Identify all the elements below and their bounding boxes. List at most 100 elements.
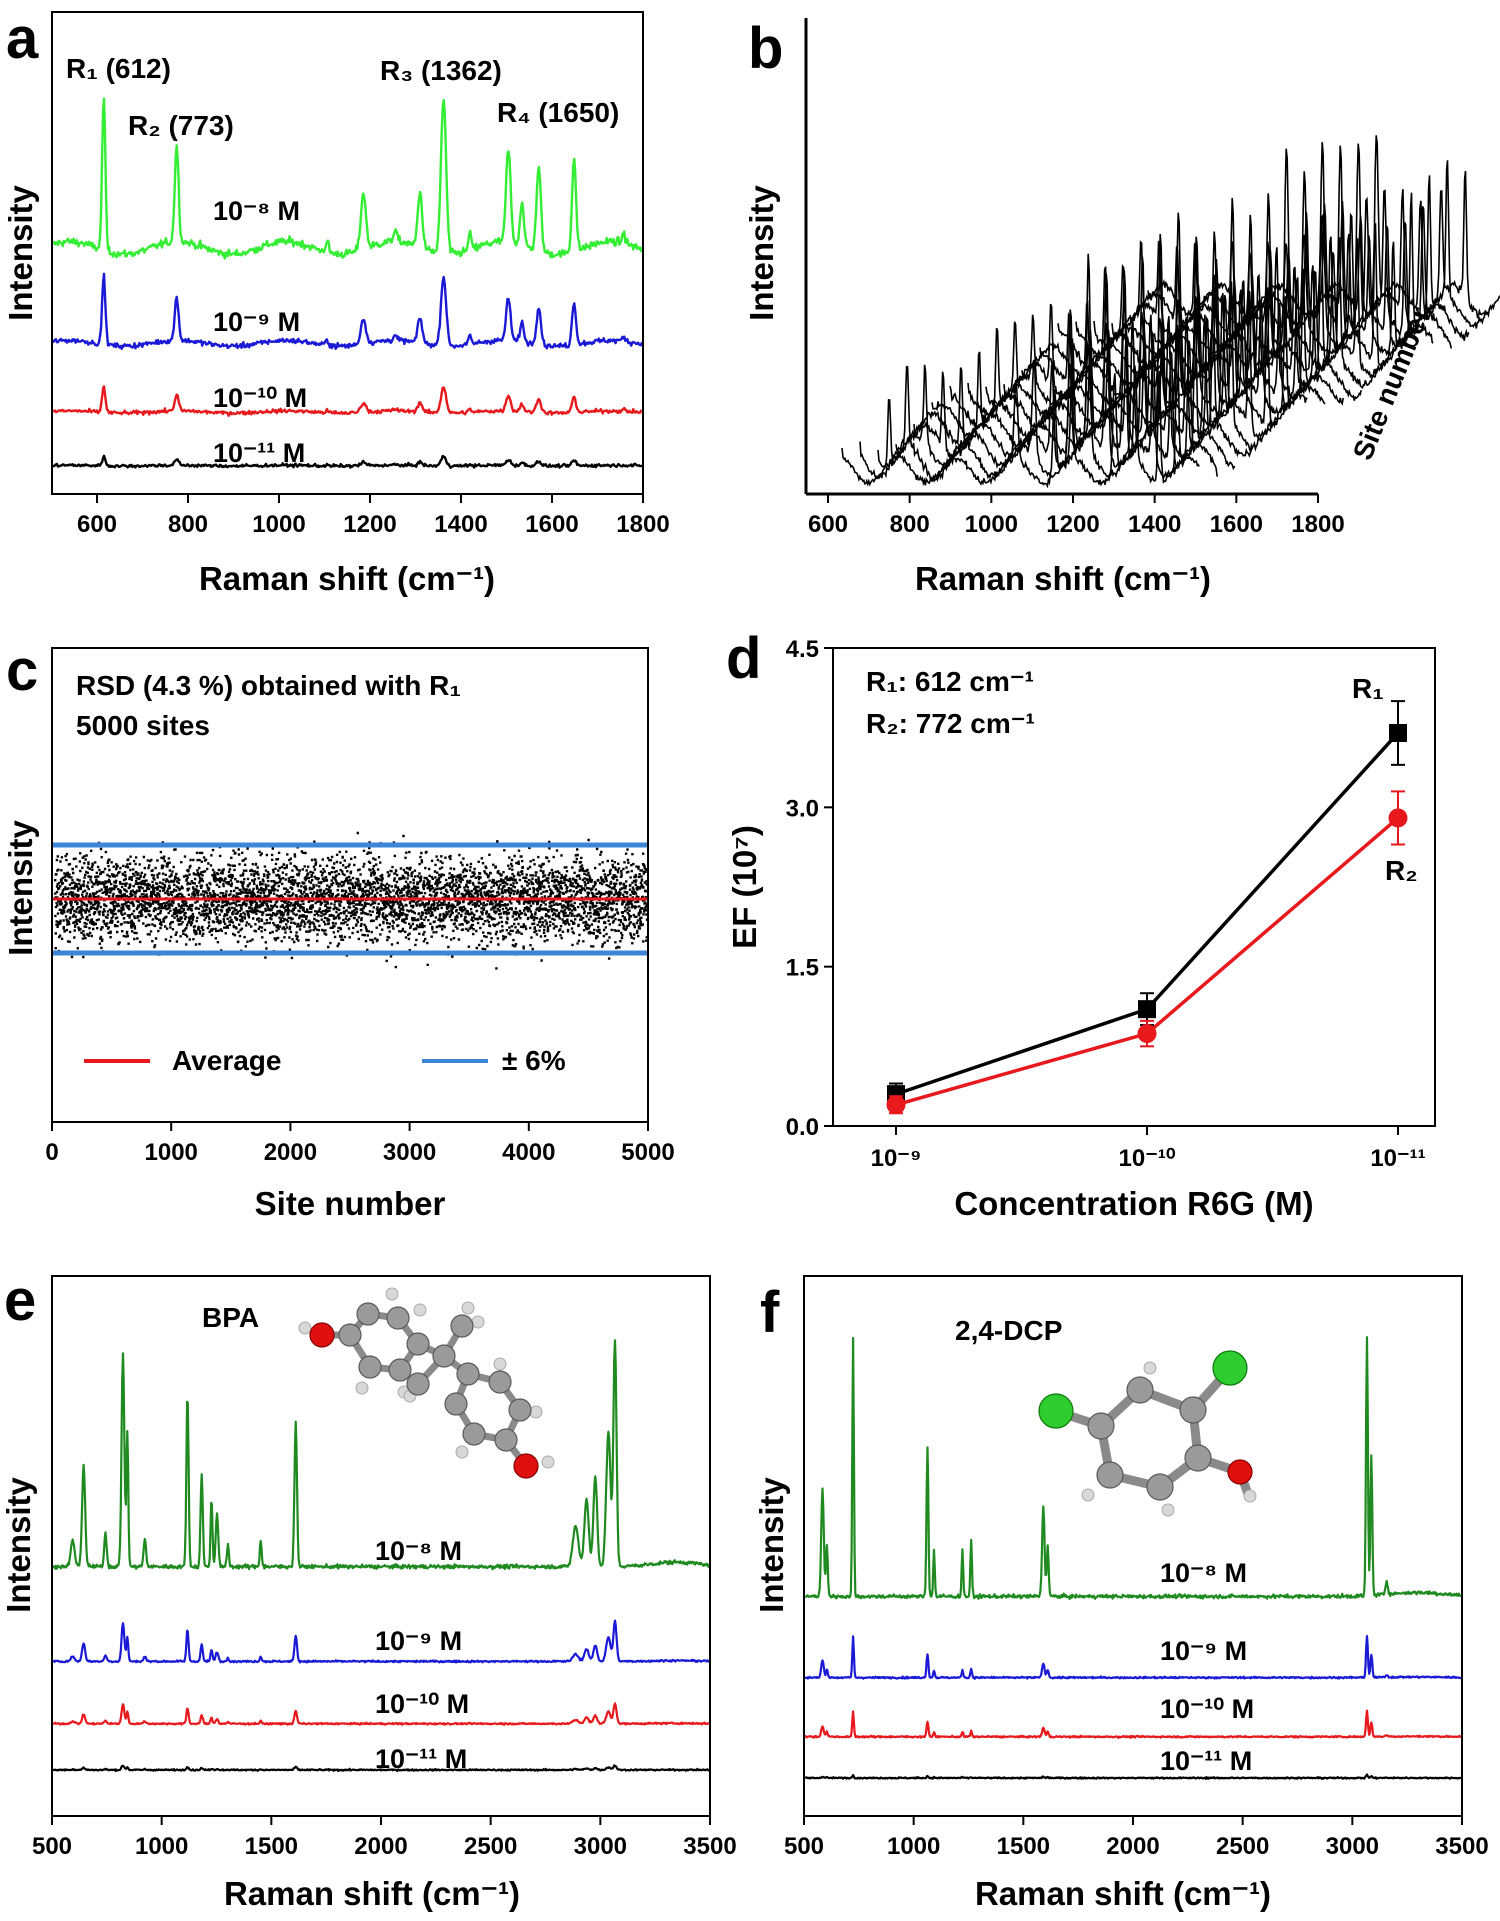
panel-b-trace-16 [1129, 143, 1488, 332]
panel-letter-a: a [6, 6, 39, 71]
panel-f-title: 2,4-DCP [955, 1315, 1062, 1346]
panel-b-trace-13 [1075, 171, 1434, 359]
panel-c: c 0 1000 2000 3000 4000 5000 Site number Inte… [2, 638, 675, 1222]
panel-a-xtick-label: 1800 [616, 511, 669, 538]
panel-c-xtick-label: 0 [45, 1139, 58, 1166]
ef-point-0-1 [1138, 1000, 1156, 1019]
panel-e-title: BPA [202, 1302, 259, 1333]
panel-f: f 500 1000 1500 2000 2500 3000 3500 Raman shif… [753, 1275, 1489, 1912]
panel-c-xticks: 0 1000 2000 3000 4000 5000 [45, 1122, 675, 1166]
panel-b-traces [841, 135, 1500, 489]
series-label-a-1e-10: 10⁻¹⁰ M [213, 383, 307, 413]
panel-b-trace-7 [967, 236, 1326, 420]
panel-d-ytick-label: 3.0 [786, 795, 819, 822]
panel-e-xtick-label: 1000 [135, 1833, 188, 1860]
panel-c-xtick-label: 4000 [502, 1139, 555, 1166]
series-label-e-1e-9: 10⁻⁹ M [375, 1626, 462, 1656]
panel-e-xtick-label: 2000 [354, 1833, 407, 1860]
panel-b-xtick-label: 1400 [1128, 511, 1181, 538]
panel-d-frame [832, 647, 1436, 1127]
panel-e-xtick-label: 500 [32, 1833, 72, 1860]
series-label-e-1e-8: 10⁻⁸ M [375, 1536, 462, 1566]
panel-a-frame [51, 11, 644, 495]
panel-c-frame [51, 647, 649, 1123]
e-plot-series-3 [52, 1764, 710, 1773]
f-plot-series-3 [804, 1773, 1462, 1780]
panel-b-xticks: 600 800 1000 1200 1400 1600 1800 [808, 494, 1345, 538]
panel-c-xtick-label: 5000 [621, 1139, 674, 1166]
panel-e-xticks: 500 1000 1500 2000 2500 3000 3500 [32, 1816, 737, 1860]
panel-a-xlabel: Raman shift (cm⁻¹) [199, 560, 495, 597]
panel-a-xtick-label: 600 [77, 511, 117, 538]
panel-a-xtick-label: 1600 [525, 511, 578, 538]
panel-f-xtick-label: 3000 [1326, 1833, 1379, 1860]
panel-e-xlabel: Raman shift (cm⁻¹) [224, 1875, 520, 1912]
panel-b-xtick-label: 1800 [1291, 511, 1344, 538]
panel-letter-c: c [6, 638, 38, 703]
ef-point-0-2 [1389, 723, 1407, 742]
f-plot-series-1 [804, 1635, 1462, 1680]
panel-letter-e: e [4, 1268, 36, 1333]
panel-d-annotation-2: R₂: 772 cm⁻¹ [866, 708, 1035, 739]
panel-b-xtick-label: 1200 [1046, 511, 1099, 538]
panel-c-ylabel: Intensity [2, 820, 39, 956]
panel-a-traces [51, 97, 644, 469]
panel-d-xtick-label: 10⁻¹¹ [1370, 1145, 1425, 1172]
panel-f-ylabel: Intensity [753, 1477, 790, 1613]
panel-d-ytick-label: 0.0 [786, 1114, 819, 1141]
panel-letter-f: f [760, 1280, 780, 1345]
panel-e-xtick-label: 3000 [574, 1833, 627, 1860]
series-label-a-1e-8: 10⁻⁸ M [213, 196, 300, 226]
panel-b: b 600 800 1000 1200 1400 1600 1800 Raman shift… [743, 16, 1500, 597]
panel-c-xtick-label: 1000 [145, 1139, 198, 1166]
panel-d-annotation-1: R₁: 612 cm⁻¹ [866, 666, 1034, 697]
panel-f-xlabel: Raman shift (cm⁻¹) [975, 1875, 1271, 1912]
panel-a-xtick-label: 1400 [434, 511, 487, 538]
legend-band-label: ± 6% [502, 1045, 566, 1076]
panel-f-xtick-label: 3500 [1435, 1833, 1488, 1860]
dcp-molecule-illustration [1038, 1350, 1257, 1517]
panel-c-xlabel: Site number [255, 1185, 446, 1222]
legend-average-label: Average [172, 1045, 281, 1076]
panel-c-xtick-label: 3000 [383, 1139, 436, 1166]
ef-point-1-0 [886, 1095, 906, 1115]
panel-d-yticks: 0.0 1.5 3.0 4.5 [786, 636, 833, 1141]
series-label-a-1e-11: 10⁻¹¹ M [213, 438, 305, 468]
panel-e-xtick-label: 1500 [245, 1833, 298, 1860]
panel-e-xtick-label: 2500 [464, 1833, 517, 1860]
panel-letter-d: d [726, 626, 761, 691]
panel-b-xtick-label: 600 [808, 511, 848, 538]
panel-e-xtick-label: 3500 [683, 1833, 736, 1860]
panel-d-ylabel: EF (10⁷) [726, 825, 763, 949]
panel-c-xtick-label: 2000 [264, 1139, 317, 1166]
panel-b-trace-9 [1003, 197, 1362, 401]
ef-line-1 [895, 816, 1400, 1107]
panel-d-xticks: 10⁻⁹ 10⁻¹⁰ 10⁻¹¹ [871, 1126, 1426, 1172]
panel-f-xtick-label: 1500 [997, 1833, 1050, 1860]
panel-f-traces [804, 1336, 1462, 1780]
panel-b-trace-15 [1111, 145, 1470, 341]
peak-label-r2: R₂ (773) [128, 110, 234, 141]
panel-f-xtick-label: 500 [784, 1833, 824, 1860]
e-plot-series-0 [52, 1339, 710, 1571]
f-plot-series-0 [804, 1336, 1462, 1601]
panel-d-xlabel: Concentration R6G (M) [954, 1185, 1313, 1222]
panel-f-xtick-label: 2500 [1216, 1833, 1269, 1860]
scatter-points [54, 831, 649, 970]
panel-f-xticks: 500 1000 1500 2000 2500 3000 3500 [784, 1816, 1489, 1860]
ef-point-1-1 [1137, 1024, 1157, 1044]
series-label-f-1e-9: 10⁻⁹ M [1160, 1636, 1247, 1666]
panel-a: a 600 800 1000 1200 1400 1600 1800 Raman shift… [2, 6, 670, 597]
a-plot-series-0 [52, 97, 644, 260]
e-plot-series-1 [52, 1619, 710, 1664]
panel-c-annotation-1: RSD (4.3 %) obtained with R₁ [76, 670, 461, 701]
panel-b-trace-14 [1093, 142, 1452, 352]
series-label-r1: R₁ [1352, 673, 1384, 704]
panel-b-xtick-label: 800 [890, 511, 930, 538]
e-plot-series-2 [52, 1702, 710, 1726]
panel-b-trace-0 [841, 309, 1200, 489]
panel-c-annotation-2: 5000 sites [76, 710, 210, 741]
series-label-e-1e-10: 10⁻¹⁰ M [375, 1689, 469, 1719]
panel-a-xticks: 600 800 1000 1200 1400 1600 1800 [77, 494, 670, 538]
series-label-a-1e-9: 10⁻⁹ M [213, 307, 300, 337]
